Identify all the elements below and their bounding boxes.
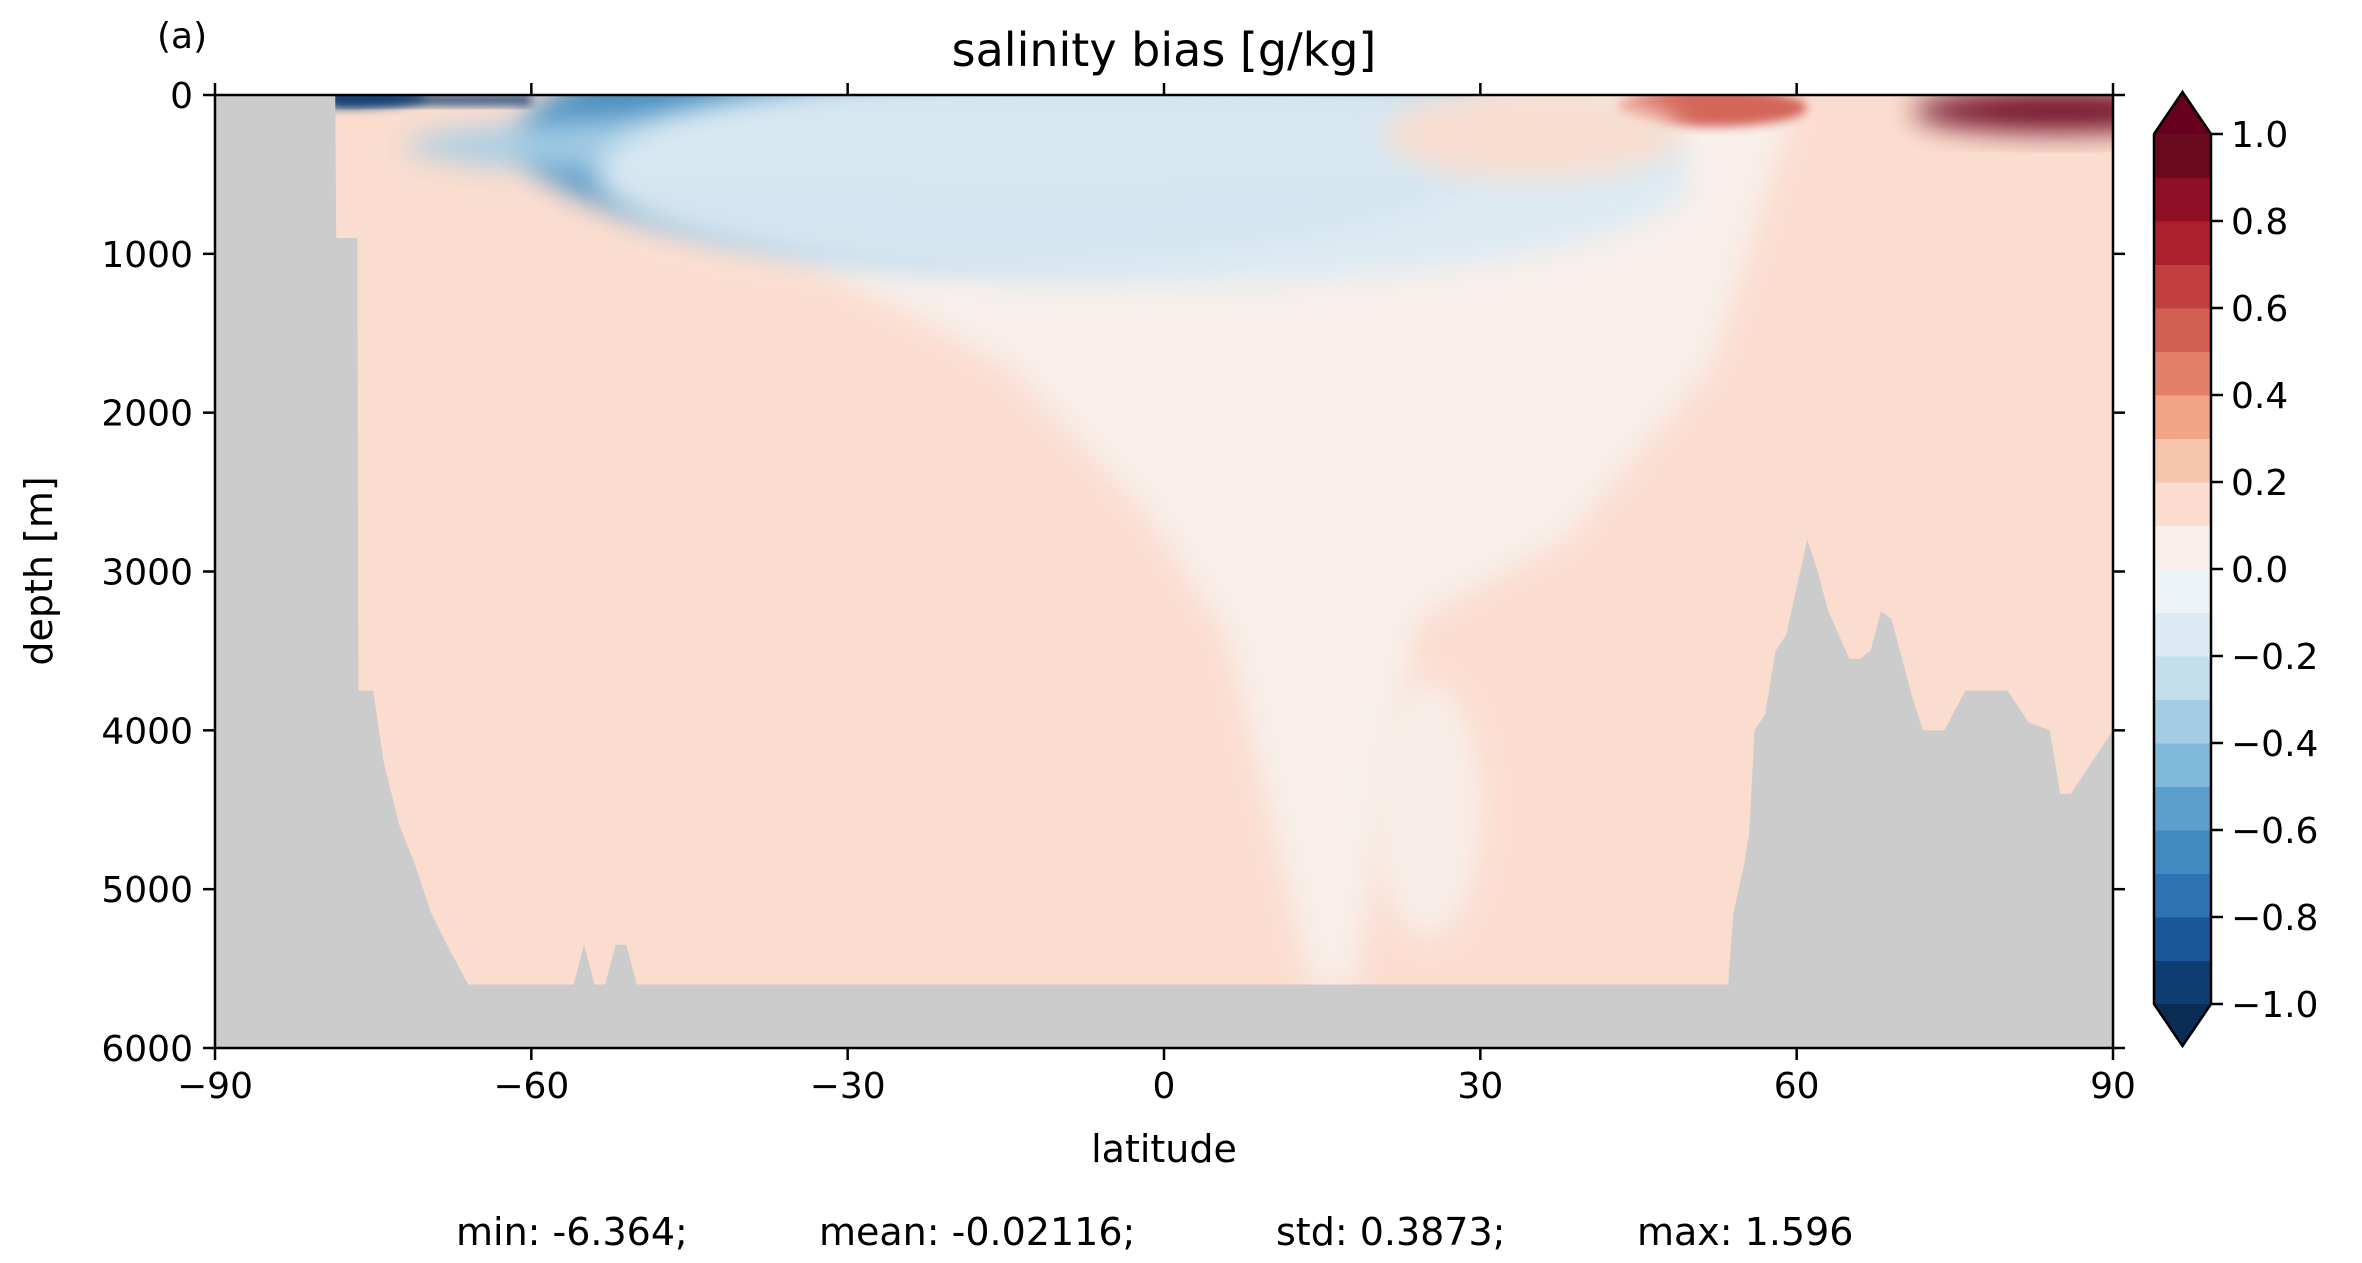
x-tick-label: −30 (810, 1066, 886, 1107)
stat-min: min: -6.364; (456, 1210, 688, 1254)
colorbar-segment (2154, 743, 2211, 787)
x-tick-label: 90 (2090, 1066, 2136, 1107)
colorbar-segment (2154, 612, 2211, 657)
colorbar-segment (2154, 786, 2211, 831)
southern-surface-band (335, 95, 532, 105)
colorbar-over-extension (2154, 92, 2211, 134)
x-axis-label: latitude (1091, 1127, 1237, 1171)
x-tick-label: 30 (1457, 1066, 1503, 1107)
colorbar-segment (2154, 395, 2211, 439)
stats-line: min: -6.364; mean: -0.02116; std: 0.3873… (456, 1210, 1853, 1254)
x-tick-label: −90 (177, 1066, 253, 1107)
colorbar-segment (2154, 525, 2211, 570)
stat-std: std: 0.3873; (1276, 1210, 1505, 1254)
colorbar: −1.0 −0.8 −0.6 −0.4 −0.2 0.0 0.2 0.4 0.6 0.8 1.0 (2152, 89, 2318, 1049)
colorbar-tick-label: 1.0 (2231, 115, 2288, 156)
colorbar-tick-label: 0.8 (2231, 202, 2288, 243)
colorbar-segment (2154, 960, 2211, 1005)
y-tick-label: 5000 (101, 870, 193, 911)
y-tick-label: 3000 (101, 553, 193, 594)
y-axis-label: depth [m] (17, 476, 61, 665)
y-tick-label: 2000 (101, 394, 193, 435)
stat-max: max: 1.596 (1637, 1210, 1853, 1254)
chart-title: salinity bias [g/kg] (952, 23, 1377, 77)
x-axis: −90 −60 −30 0 30 60 90 (177, 83, 2136, 1107)
panel-label: (a) (157, 16, 207, 57)
bias-feature (1912, 95, 2113, 132)
near-zero-region (689, 95, 1797, 985)
colorbar-segment (2154, 873, 2211, 918)
colorbar-segment (2154, 308, 2211, 352)
y-tick-label: 1000 (101, 235, 193, 276)
land-mask (215, 95, 2113, 1048)
colorbar-tick-label: −0.4 (2231, 724, 2318, 765)
y-tick-label: 6000 (101, 1029, 193, 1070)
x-tick-label: 0 (1153, 1066, 1176, 1107)
colorbar-segment (2154, 264, 2211, 309)
colorbar-segment (2154, 917, 2211, 961)
colorbar-tick-label: −0.6 (2231, 811, 2318, 852)
x-tick-label: −60 (493, 1066, 569, 1107)
colorbar-segment (2154, 482, 2211, 526)
colorbar-segment (2154, 221, 2211, 265)
colorbar-tick-label: −1.0 (2231, 985, 2318, 1026)
bias-feature (1385, 95, 1681, 180)
colorbar-tick-label: −0.8 (2231, 898, 2318, 939)
colorbar-segment (2154, 177, 2211, 222)
colorbar-segment (2154, 656, 2211, 700)
colorbar-segment (2154, 351, 2211, 396)
colorbar-segment (2154, 134, 2211, 178)
bias-feature (1374, 682, 1481, 937)
y-axis: 0 1000 2000 3000 4000 5000 6000 (101, 76, 2125, 1070)
colorbar-segment (2154, 699, 2211, 744)
stat-mean: mean: -0.02116; (819, 1210, 1135, 1254)
colorbar-segment (2154, 830, 2211, 874)
y-tick-label: 0 (170, 76, 193, 117)
colorbar-tick-label: 0.4 (2231, 376, 2288, 417)
colorbar-tick-label: 0.6 (2231, 289, 2288, 330)
x-tick-label: 60 (1774, 1066, 1820, 1107)
colorbar-under-extension (2154, 1004, 2211, 1046)
colorbar-tick-label: 0.0 (2231, 550, 2288, 591)
colorbar-tick-label: 0.2 (2231, 463, 2288, 504)
y-tick-label: 4000 (101, 711, 193, 752)
colorbar-tick-label: −0.2 (2231, 637, 2318, 678)
colorbar-segment (2154, 569, 2211, 613)
plot-area (215, 95, 2113, 1048)
colorbar-segment (2154, 438, 2211, 483)
bias-field (257, 95, 2113, 985)
